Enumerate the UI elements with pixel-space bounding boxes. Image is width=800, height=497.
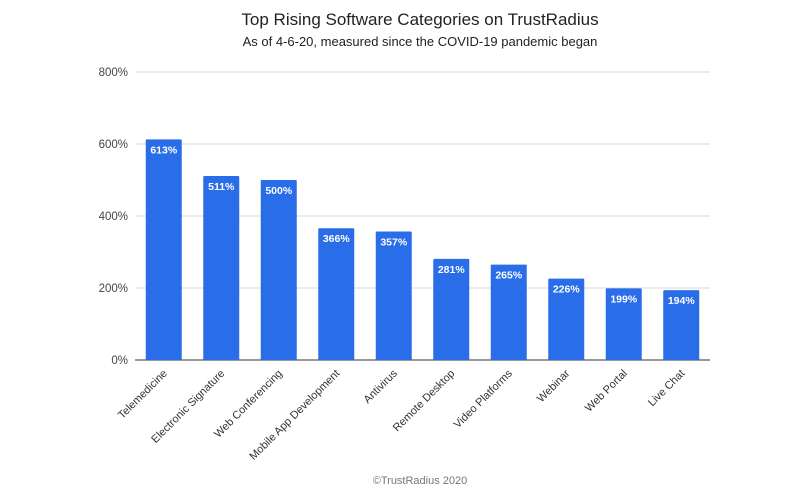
data-label: 357% xyxy=(380,236,408,248)
bar xyxy=(490,264,527,360)
data-label: 500% xyxy=(265,185,293,197)
x-tick-label: Remote Desktop xyxy=(391,368,457,434)
data-label: 199% xyxy=(610,293,638,305)
y-tick-label: 400% xyxy=(99,211,128,223)
bar xyxy=(433,258,470,360)
x-tick-label: Webinar xyxy=(535,367,573,405)
bar xyxy=(663,290,700,360)
y-tick-label: 200% xyxy=(99,283,128,295)
bar xyxy=(318,228,355,360)
bar xyxy=(260,180,297,360)
data-label: 265% xyxy=(495,270,523,282)
y-tick-label: 0% xyxy=(111,355,128,367)
y-tick-label: 800% xyxy=(99,67,128,79)
data-label: 511% xyxy=(208,181,235,193)
x-tick-label: Telemedicine xyxy=(116,368,170,422)
data-label: 194% xyxy=(668,295,696,307)
data-label: 281% xyxy=(438,264,466,276)
bar xyxy=(145,139,182,360)
y-tick-label: 600% xyxy=(99,139,128,151)
bar xyxy=(203,176,240,360)
bar xyxy=(375,231,412,360)
bar xyxy=(605,288,642,360)
x-tick-label: Web Portal xyxy=(583,368,630,415)
x-tick-label: Live Chat xyxy=(646,368,687,409)
x-tick-label: Video Platforms xyxy=(452,367,516,431)
data-label: 613% xyxy=(150,144,178,156)
bar xyxy=(548,278,585,360)
chart-title: Top Rising Software Categories on TrustR… xyxy=(241,10,598,29)
data-label: 366% xyxy=(323,233,351,245)
credit-text: ©TrustRadius 2020 xyxy=(373,475,468,487)
data-label: 226% xyxy=(553,284,581,296)
chart-subtitle: As of 4-6-20, measured since the COVID-1… xyxy=(243,34,598,49)
x-tick-label: Antivirus xyxy=(362,367,401,406)
